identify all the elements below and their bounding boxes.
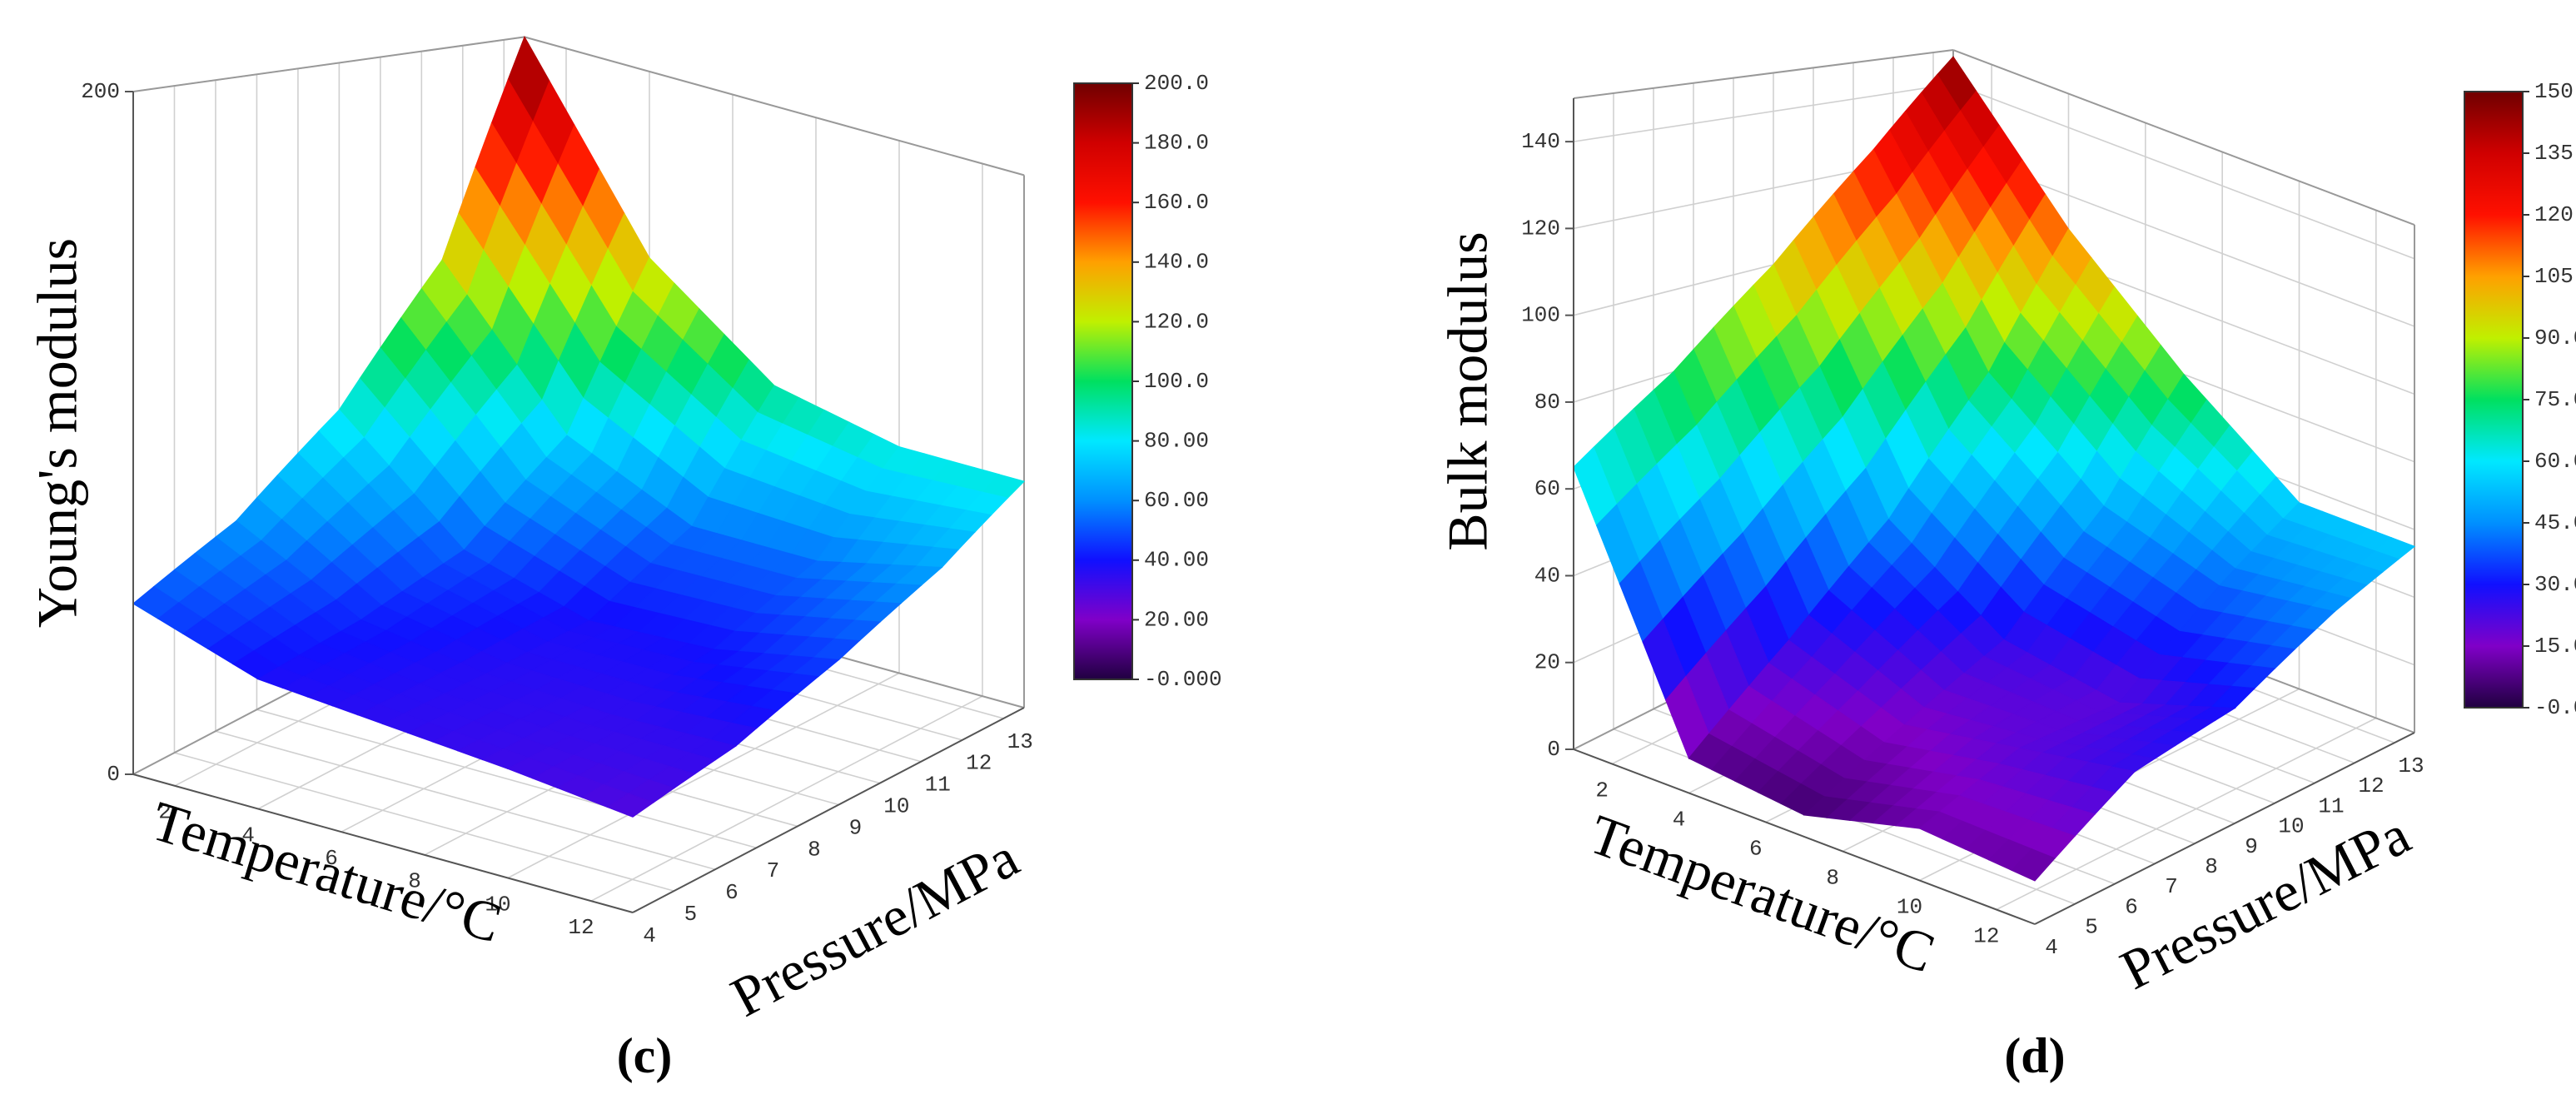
x-tick-label: 4 — [241, 823, 255, 848]
y-axis-label: Pressure/MPa — [2111, 803, 2419, 1002]
z-tick-label: 140 — [1521, 129, 1560, 154]
colorbar — [2464, 91, 2524, 709]
surface-patch — [606, 793, 655, 818]
y-axis-label: Pressure/MPa — [721, 825, 1028, 1028]
colorbar-tick-label: 120.0 — [1144, 309, 1209, 334]
colorbar-tick-label: 180.0 — [1144, 130, 1209, 155]
surface-patch — [2011, 848, 2056, 882]
axis-line — [1573, 748, 2036, 925]
axis-line — [2034, 732, 2415, 925]
y-tick-label: 8 — [2205, 854, 2218, 879]
x-tick-label: 8 — [1826, 865, 1839, 890]
z-tick-label: 80 — [1534, 390, 1560, 415]
y-tick-label: 13 — [1007, 729, 1033, 754]
colorbar-tick-label: 80.00 — [1144, 428, 1209, 453]
axis-line — [632, 707, 1025, 913]
colorbar-tick-label: 135.0 — [2534, 141, 2576, 166]
y-tick-label: 12 — [966, 751, 992, 776]
colorbar-tick-label: 60.00 — [1144, 488, 1209, 513]
x-tick-label: 10 — [1897, 894, 1922, 919]
colorbar — [1073, 82, 1133, 680]
z-tick-label: 200 — [81, 79, 120, 104]
colorbar-tick-label: 15.00 — [2534, 634, 2576, 659]
x-tick-label: 2 — [158, 800, 172, 825]
x-tick-label: 12 — [568, 915, 594, 940]
grid-line — [590, 695, 983, 902]
box-edge — [1573, 49, 1954, 99]
colorbar-tick-label: 160.0 — [1144, 190, 1209, 215]
colorbar-tick-label: 90.00 — [2534, 326, 2576, 351]
colorbar-tick-label: -0.000 — [2534, 695, 2576, 720]
y-tick-label: 5 — [2085, 915, 2098, 940]
z-axis-label: Young's modulus — [26, 238, 89, 628]
box-edge — [524, 36, 1025, 177]
y-tick-label: 6 — [725, 880, 738, 905]
x-tick-label: 10 — [485, 892, 510, 917]
z-tick-label: 60 — [1534, 476, 1560, 501]
colorbar-tick-label: 140.0 — [1144, 250, 1209, 275]
y-tick-label: 7 — [767, 858, 780, 883]
grid-line — [1996, 717, 2377, 911]
x-axis-label: Temperature/°C — [1582, 802, 1943, 985]
x-tick-label: 2 — [1595, 778, 1609, 803]
axis-line — [132, 773, 634, 913]
grid-line — [174, 752, 674, 892]
z-tick-label: 100 — [1521, 303, 1560, 328]
colorbar-tick-label: 45.00 — [2534, 510, 2576, 535]
x-axis-label: Temperature/°C — [145, 788, 509, 955]
colorbar-tick-label: 60.00 — [2534, 449, 2576, 474]
x-tick-label: 6 — [1749, 836, 1763, 861]
y-tick-label: 4 — [643, 923, 656, 948]
y-tick-label: 4 — [2045, 935, 2058, 960]
colorbar-tick-label: 40.00 — [1144, 548, 1209, 573]
box-edge — [132, 36, 525, 92]
y-tick-label: 7 — [2165, 874, 2178, 899]
colorbar-tick-label: 20.00 — [1144, 607, 1209, 632]
grid-line — [215, 730, 716, 870]
x-tick-label: 12 — [1973, 923, 1999, 948]
z-tick-label: 20 — [1534, 650, 1560, 675]
grid-line — [507, 672, 900, 879]
colorbar-tick-label: 100.0 — [1144, 369, 1209, 394]
colorbar-tick-label: -0.000 — [1144, 667, 1222, 692]
y-tick-label: 11 — [2318, 793, 2344, 818]
y-tick-label: 10 — [883, 794, 909, 819]
colorbar-tick-label: 200.0 — [1144, 71, 1209, 96]
x-tick-label: 4 — [1673, 807, 1686, 832]
y-tick-label: 8 — [808, 837, 821, 862]
y-tick-label: 10 — [2278, 814, 2304, 839]
y-tick-label: 13 — [2398, 753, 2424, 778]
y-tick-label: 6 — [2125, 894, 2138, 919]
y-tick-label: 5 — [684, 902, 698, 927]
colorbar-tick-label: 30.00 — [2534, 572, 2576, 597]
x-tick-label: 6 — [325, 846, 338, 871]
caption: (c) — [617, 1028, 673, 1083]
y-tick-label: 9 — [2245, 834, 2258, 859]
y-tick-label: 11 — [925, 773, 951, 798]
y-tick-label: 9 — [849, 815, 863, 840]
colorbar-tick-label: 120.0 — [2534, 202, 2576, 227]
caption: (d) — [2004, 1028, 2065, 1083]
x-tick-label: 8 — [408, 869, 421, 894]
z-tick-label: 120 — [1521, 216, 1560, 241]
colorbar-tick-label: 150.0 — [2534, 79, 2576, 104]
colorbar-tick-label: 75.00 — [2534, 387, 2576, 412]
grid-line — [256, 709, 757, 849]
grid-line — [1952, 82, 2415, 260]
y-tick-label: 12 — [2358, 773, 2384, 798]
z-tick-label: 0 — [1547, 737, 1560, 762]
z-tick-label: 40 — [1534, 563, 1560, 588]
z-axis-label: Bulk modulus — [1436, 231, 1499, 551]
z-tick-label: 0 — [107, 762, 120, 787]
grid-line — [1573, 82, 1954, 142]
box-edge — [1952, 49, 2415, 226]
colorbar-tick-label: 105.0 — [2534, 264, 2576, 289]
